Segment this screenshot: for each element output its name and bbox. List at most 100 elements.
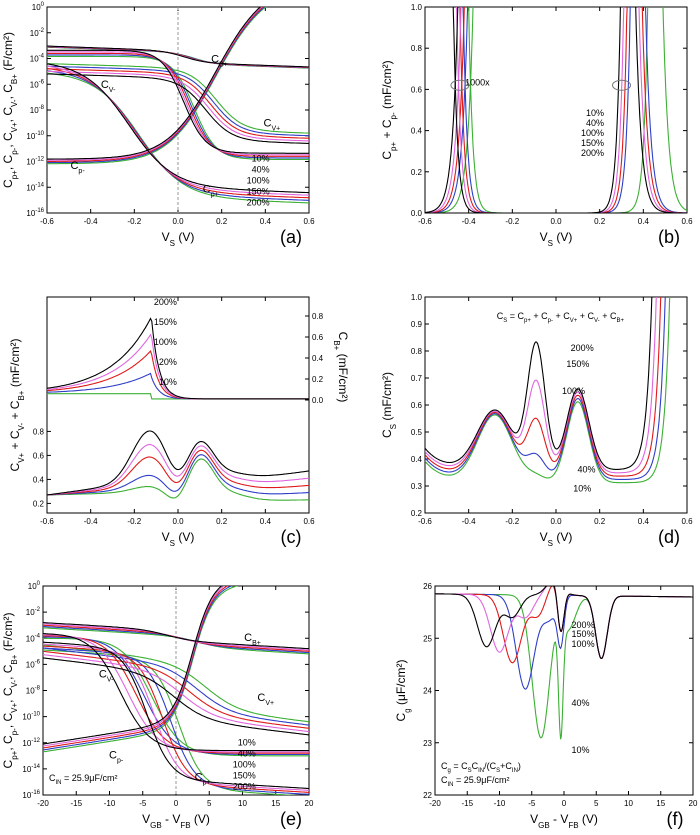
y-axis-label: CV+ + CV- + CB+ (mF/cm²) <box>8 339 26 472</box>
cin-note: CIN = 25.9μF/cm² <box>441 775 509 788</box>
legend-entry: 200% <box>247 198 270 208</box>
group-ellipse <box>450 79 470 91</box>
panel-e: -20 -15 -10 -5 0 5 10 15 20 VGB - VFB (V) (e) 100 10… <box>1 581 314 830</box>
series-leftup-s150 <box>425 7 462 213</box>
legend-entry: 150% <box>233 770 256 780</box>
x-tick-label: 0.4 <box>260 217 272 226</box>
series-group <box>425 297 671 484</box>
y-tick-label: 0.5 <box>411 428 423 437</box>
y-tick-label: 10-4 <box>30 54 45 64</box>
series-left-s40 <box>462 7 687 213</box>
y-tick-label-right: 0.6 <box>312 333 324 342</box>
series-cPplus-s10 <box>43 649 297 795</box>
x-tick-label: -10 <box>494 799 506 808</box>
x-tick-label: 0.2 <box>594 217 606 226</box>
series-cB-s200 <box>47 45 309 68</box>
x-tick-label: -5 <box>139 799 147 808</box>
series-group <box>435 586 693 740</box>
series-cPminus-s150 <box>43 586 226 747</box>
legend-entry: 40% <box>578 465 596 475</box>
series-cVplus-s10 <box>47 63 309 134</box>
x-tick-label: 0.6 <box>303 517 315 526</box>
formula: Cg = CSCIN/(CS+CIN) <box>441 761 521 774</box>
y-tick-label: 10-10 <box>26 131 44 141</box>
series-cPminus-s150 <box>47 7 263 161</box>
y-tick-label: 0.8 <box>411 347 423 356</box>
series-rightdown-s40 <box>644 7 687 213</box>
x-tick-label: 0.2 <box>216 517 228 526</box>
legend-entry: 200% <box>572 620 595 630</box>
panel-c: -0.6 -0.4 -0.2 0.0 0.2 0.4 0.6 VS (V) (c) 0.2 0.4 0… <box>8 296 351 548</box>
y-tick-label: 0.4 <box>411 127 423 136</box>
legend-entry: 200% <box>154 297 177 307</box>
x-tick-label: 0.6 <box>303 217 315 226</box>
y-axis-label: CS (mF/cm²) <box>380 372 398 438</box>
x-tick-label: -0.4 <box>462 517 476 526</box>
x-axis-label: VS (V) <box>540 530 573 548</box>
series-cVplus-s100 <box>47 68 309 139</box>
series-right-s10 <box>425 7 649 213</box>
y-axis-label-right: CB+ (mF/cm²) <box>333 332 351 403</box>
series-group <box>47 317 309 501</box>
y-tick-label: 0.2 <box>411 509 423 518</box>
y-tick-label: 10-14 <box>22 764 40 774</box>
x-tick-label: 10 <box>238 799 247 808</box>
series-cB-s200 <box>43 622 309 650</box>
legend-entry: 150% <box>154 317 177 327</box>
series-s10 <box>425 297 671 484</box>
panel-label: (a) <box>280 227 302 247</box>
legend-entry: 100% <box>247 176 270 186</box>
panel-d: -0.6 -0.4 -0.2 0.0 0.2 0.4 0.6 VS (V) (d) 0.2 0.3 0… <box>380 293 693 548</box>
y-tick-label: 0.4 <box>411 455 423 464</box>
x-axis-label: VS (V) <box>540 230 573 248</box>
y-tick-label: 10-6 <box>30 79 45 89</box>
series-cVminus-s200 <box>43 633 309 752</box>
curve-annotation: Cp+ <box>203 183 219 198</box>
legend-entry: 150% <box>581 138 604 148</box>
series-cVplus-s10 <box>43 644 309 723</box>
series-cPplus-s40 <box>47 70 309 201</box>
cin-note: CIN = 25.9μF/cm² <box>49 773 117 786</box>
series-lower-s40 <box>47 454 309 496</box>
legend-entry: 200% <box>233 781 256 791</box>
legend-entry: 40% <box>238 748 256 758</box>
series-group <box>47 7 309 204</box>
series-lower-s150 <box>47 444 309 496</box>
x-tick-label: 20 <box>689 799 698 808</box>
x-tick-label: 0.0 <box>550 517 562 526</box>
series-upper-s40 <box>47 372 309 400</box>
legend-entry: 10% <box>238 737 256 747</box>
legend-entry: 10% <box>586 108 604 118</box>
x-tick-label: 5 <box>207 799 212 808</box>
x-tick-label: 0.4 <box>638 517 650 526</box>
series-cVminus-s100 <box>43 635 309 754</box>
series-rightdown-s200 <box>635 7 687 213</box>
series-cPminus-s40 <box>47 7 266 164</box>
y-tick-label: 10-10 <box>22 712 40 722</box>
y-tick-label: 26 <box>423 582 432 591</box>
series-cVplus-s100 <box>43 650 309 729</box>
curve-annotation: CB+ <box>244 632 261 647</box>
legend-entry: 100% <box>233 759 256 769</box>
series-group <box>43 586 309 795</box>
series-cPplus-s150 <box>43 643 309 791</box>
x-tick-label: -15 <box>70 799 82 808</box>
series-cVplus-s150 <box>43 654 309 733</box>
x-tick-label: -0.6 <box>40 517 54 526</box>
y-tick-label: 10-12 <box>26 157 44 167</box>
y-tick-label: 23 <box>423 739 432 748</box>
legend-entry: 40% <box>572 698 590 708</box>
x-tick-label: 0.4 <box>638 217 650 226</box>
y-tick-label: 1.0 <box>411 3 423 12</box>
x-tick-label: 0 <box>174 799 179 808</box>
series-cPminus-s100 <box>47 7 264 163</box>
x-tick-label: 0.0 <box>550 217 562 226</box>
y-tick-label: 100 <box>32 2 45 12</box>
series-s200 <box>435 586 693 659</box>
y-tick-label: 22 <box>423 791 432 800</box>
x-tick-label: -20 <box>37 799 49 808</box>
y-tick-label: 0.2 <box>411 168 423 177</box>
x-tick-label: -0.4 <box>84 517 98 526</box>
series-cPplus-s100 <box>47 67 309 199</box>
series-leftup-s200 <box>425 7 459 213</box>
